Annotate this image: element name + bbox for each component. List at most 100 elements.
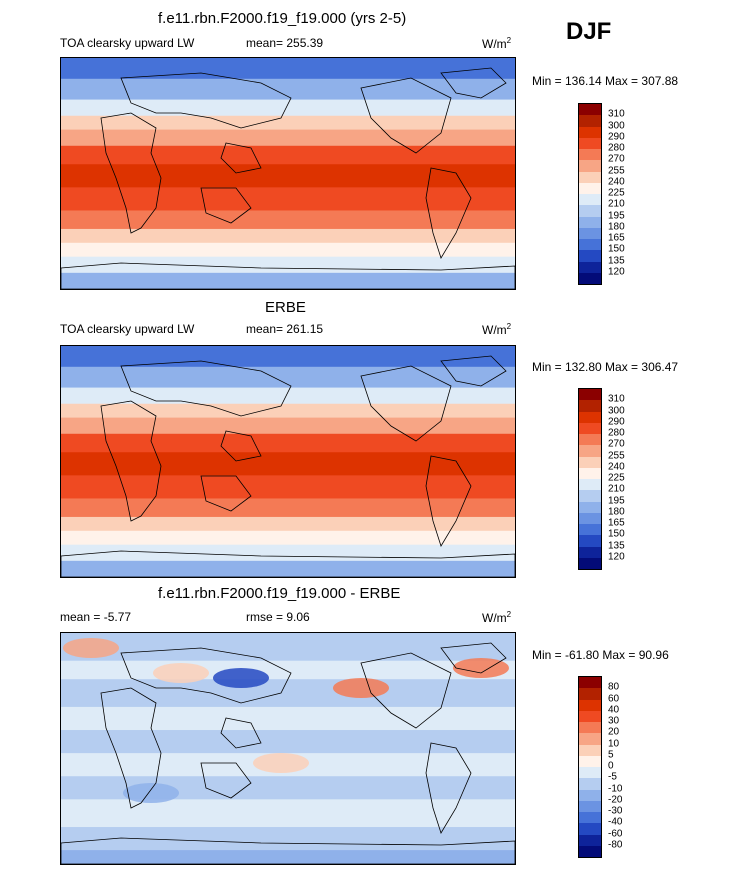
colorbar-swatch xyxy=(579,710,601,722)
coastline xyxy=(425,742,472,834)
field-band xyxy=(61,530,515,546)
panel-3-rmse-label: rmse = 9.06 xyxy=(246,610,310,624)
colorbar-tick-label: 5 xyxy=(608,749,614,761)
coastline xyxy=(425,167,472,259)
colorbar-swatch xyxy=(579,722,601,734)
colorbar-tick-label: 195 xyxy=(608,210,625,221)
panel-2-field xyxy=(61,346,515,577)
colorbar-swatch xyxy=(579,767,601,779)
coastline xyxy=(200,762,252,799)
colorbar-swatch xyxy=(579,456,601,468)
field-band xyxy=(61,242,515,258)
colorbar-tick-label: 0 xyxy=(608,760,614,772)
colorbar-swatch xyxy=(579,137,601,149)
colorbar-tick-label: 195 xyxy=(608,495,625,506)
panel-1-units: W/m2 xyxy=(482,36,512,51)
field-band xyxy=(61,730,515,755)
colorbar-swatch xyxy=(579,479,601,491)
colorbar-swatch xyxy=(579,744,601,756)
colorbar-tick-label: 270 xyxy=(608,153,625,165)
coastline xyxy=(440,355,507,387)
coastline xyxy=(360,77,452,154)
field-anomaly xyxy=(123,783,179,803)
coastline xyxy=(100,687,162,809)
coastline xyxy=(220,430,262,462)
field-band xyxy=(61,560,515,577)
colorbar-tick-label: 60 xyxy=(608,693,620,704)
field-band xyxy=(61,403,515,419)
colorbar-tick-label: 180 xyxy=(608,221,625,233)
panel-1-colorbar xyxy=(578,103,602,285)
coastline xyxy=(120,360,292,417)
colorbar-tick-label: 280 xyxy=(608,142,625,154)
colorbar-tick-label: 300 xyxy=(608,120,625,131)
colorbar-swatch xyxy=(579,250,601,262)
colorbar-swatch xyxy=(579,535,601,547)
panel-2-map xyxy=(60,345,516,578)
colorbar-swatch xyxy=(579,812,601,824)
coastline xyxy=(220,717,262,749)
panel-1-title: f.e11.rbn.F2000.f19_f19.000 (yrs 2-5) xyxy=(158,10,407,27)
field-band xyxy=(61,78,515,101)
colorbar-tick-label: 165 xyxy=(608,232,625,244)
coastline xyxy=(200,475,252,512)
field-band xyxy=(61,210,515,230)
colorbar-swatch xyxy=(579,239,601,251)
coastline xyxy=(61,837,515,864)
colorbar-tick-label: 270 xyxy=(608,438,625,450)
field-band xyxy=(61,99,515,117)
panel-3-mean-label: mean = -5.77 xyxy=(60,610,132,624)
field-band xyxy=(61,115,515,131)
panel-2-minmax: Min = 132.80 Max = 306.47 xyxy=(532,360,679,374)
field-anomaly xyxy=(333,678,389,698)
colorbar-tick-label: 135 xyxy=(608,255,625,266)
colorbar-swatch xyxy=(579,115,601,127)
field-band xyxy=(61,452,515,477)
field-anomaly xyxy=(213,668,269,688)
field-band xyxy=(61,516,515,532)
colorbar-swatch xyxy=(579,205,601,217)
field-band xyxy=(61,633,515,662)
colorbar-swatch xyxy=(579,823,601,835)
field-anomaly xyxy=(253,753,309,773)
field-band xyxy=(61,417,515,435)
field-band xyxy=(61,58,515,80)
coastline xyxy=(120,647,292,704)
panel-3-minmax: Min = -61.80 Max = 90.96 xyxy=(532,648,669,662)
colorbar-tick-label: 210 xyxy=(608,483,625,495)
colorbar-tick-label: 225 xyxy=(608,187,625,199)
field-anomaly xyxy=(453,658,509,678)
colorbar-tick-label: 290 xyxy=(608,416,625,428)
colorbar-tick-label: 10 xyxy=(608,738,620,749)
colorbar-swatch xyxy=(579,546,601,558)
colorbar-swatch xyxy=(579,557,601,569)
panel-1-mean-label: mean= 255.39 xyxy=(246,36,324,50)
panel-1-field xyxy=(61,58,515,289)
colorbar-swatch xyxy=(579,699,601,711)
panel-3-map xyxy=(60,632,516,865)
colorbar-swatch xyxy=(579,104,601,116)
colorbar-tick-label: 40 xyxy=(608,704,620,716)
colorbar-swatch xyxy=(579,171,601,183)
colorbar-tick-label: 225 xyxy=(608,472,625,484)
colorbar-tick-label: 300 xyxy=(608,405,625,416)
colorbar-swatch xyxy=(579,194,601,206)
coastline xyxy=(220,142,262,174)
field-band xyxy=(61,827,515,852)
colorbar-swatch xyxy=(579,512,601,524)
panel-3-units: W/m2 xyxy=(482,610,512,625)
field-band xyxy=(61,706,515,732)
colorbar-tick-label: -10 xyxy=(608,783,623,794)
coastline xyxy=(120,72,292,129)
colorbar-tick-label: 255 xyxy=(608,450,625,461)
field-band xyxy=(61,498,515,518)
panel-3-colorbar xyxy=(578,676,602,858)
colorbar-swatch xyxy=(579,160,601,172)
colorbar-tick-label: -5 xyxy=(608,771,617,783)
colorbar-tick-label: 255 xyxy=(608,165,625,176)
colorbar-swatch xyxy=(579,389,601,401)
coastline xyxy=(440,67,507,99)
panel-2-units: W/m2 xyxy=(482,322,512,337)
coastline xyxy=(100,400,162,522)
colorbar-swatch xyxy=(579,677,601,689)
